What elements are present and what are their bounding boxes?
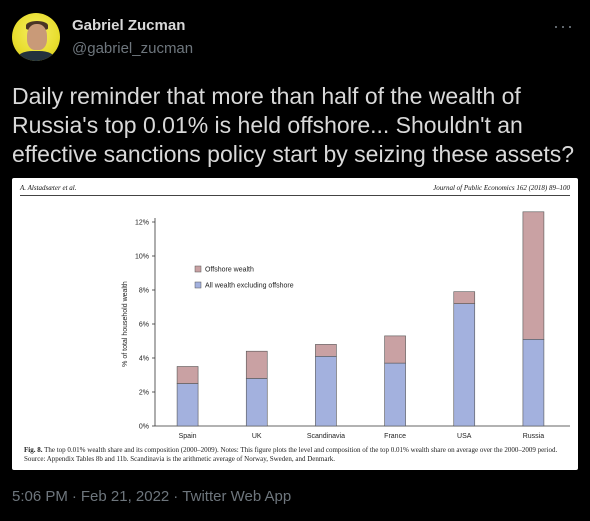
bar-excluding-offshore bbox=[176, 383, 199, 427]
tweet-time[interactable]: 5:06 PM bbox=[12, 488, 68, 505]
y-tick-label: 0% bbox=[139, 424, 149, 431]
caption-label: Fig. 8. bbox=[24, 446, 43, 454]
author-name[interactable]: Gabriel Zucman bbox=[72, 17, 186, 34]
bar-excluding-offshore bbox=[245, 378, 268, 427]
legend-label: Offshore wealth bbox=[205, 267, 254, 274]
caption-text: The top 0.01% wealth share and its compo… bbox=[24, 446, 558, 463]
bar-offshore bbox=[453, 291, 476, 304]
y-tick-label: 10% bbox=[135, 254, 149, 261]
bar-offshore bbox=[315, 344, 337, 357]
y-tick-label: 12% bbox=[135, 220, 149, 227]
y-tick-label: 4% bbox=[139, 356, 149, 363]
avatar-face bbox=[27, 24, 47, 50]
tweet-source[interactable]: Twitter Web App bbox=[182, 488, 292, 505]
more-options-icon[interactable]: ··· bbox=[553, 16, 574, 36]
x-tick-label: France bbox=[384, 433, 406, 440]
figure-header-journal: Journal of Public Economics 162 (2018) 8… bbox=[433, 184, 570, 192]
figure-header-authors: A. Alstadsæter et al. bbox=[20, 184, 77, 192]
attached-figure-image[interactable]: A. Alstadsæter et al. Journal of Public … bbox=[12, 178, 578, 470]
tweet-metadata: 5:06 PM · Feb 21, 2022 · Twitter Web App bbox=[12, 488, 291, 505]
tweet-text: Daily reminder that more than half of th… bbox=[12, 83, 575, 167]
x-tick-label: Russia bbox=[523, 433, 545, 440]
x-tick-label: Spain bbox=[179, 433, 197, 440]
bar-offshore bbox=[522, 211, 545, 340]
x-tick-label: USA bbox=[457, 433, 472, 440]
wealth-share-chart: 0% 2% 4% 6% 8% 10% 12% % of total household wea… bbox=[122, 211, 570, 440]
y-tick-label: 6% bbox=[139, 322, 149, 329]
meta-separator: · bbox=[71, 488, 77, 505]
y-tick-label: 2% bbox=[139, 390, 149, 397]
bar-excluding-offshore bbox=[315, 356, 337, 427]
legend-swatch bbox=[194, 265, 202, 273]
figure-header-rule bbox=[20, 195, 570, 196]
bar-excluding-offshore bbox=[453, 303, 476, 427]
bar-excluding-offshore bbox=[522, 339, 545, 427]
avatar[interactable] bbox=[12, 13, 60, 61]
tweet-date[interactable]: Feb 21, 2022 bbox=[80, 488, 170, 505]
bar-offshore bbox=[384, 335, 406, 364]
x-tick-label: UK bbox=[252, 433, 262, 440]
author-handle[interactable]: @gabriel_zucman bbox=[72, 40, 194, 57]
bar-offshore bbox=[176, 366, 199, 384]
x-tick-label: Scandinavia bbox=[307, 433, 345, 440]
y-axis-title: % of total household wealth bbox=[122, 281, 129, 367]
legend-label: All wealth excluding offshore bbox=[205, 283, 294, 290]
avatar-shirt bbox=[18, 51, 54, 61]
legend-swatch bbox=[194, 281, 202, 289]
y-tick-label: 8% bbox=[139, 288, 149, 295]
meta-separator: · bbox=[173, 488, 179, 505]
figure-caption: Fig. 8. The top 0.01% wealth share and i… bbox=[24, 446, 570, 464]
bar-offshore bbox=[245, 350, 268, 379]
bar-excluding-offshore bbox=[384, 362, 406, 427]
